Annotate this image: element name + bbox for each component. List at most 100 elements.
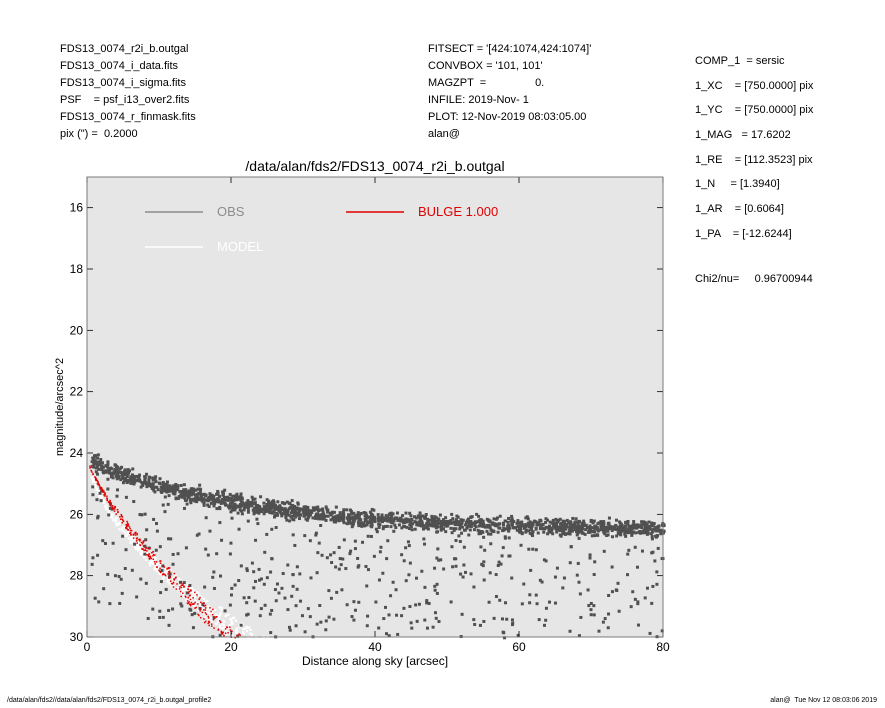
obs-point <box>433 523 437 527</box>
obs-point <box>233 497 237 501</box>
bulge-point <box>106 499 108 502</box>
obs-point <box>377 525 381 529</box>
obs-point <box>389 511 393 515</box>
obs-point <box>458 539 462 543</box>
model-point <box>149 560 152 563</box>
obs-point <box>606 525 610 529</box>
obs-point <box>602 526 606 530</box>
obs-point <box>629 605 633 609</box>
bulge-point <box>183 586 185 588</box>
obs-point <box>153 490 157 494</box>
model-point <box>129 541 132 544</box>
obs-point <box>571 516 575 520</box>
obs-point <box>176 488 180 492</box>
model-point <box>123 534 126 537</box>
obs-point <box>268 511 272 515</box>
bulge-point <box>120 518 122 520</box>
obs-point <box>401 514 405 518</box>
obs-point <box>161 487 165 491</box>
obs-point <box>480 562 484 566</box>
obs-point <box>280 586 284 590</box>
obs-point <box>160 569 164 573</box>
obs-point <box>450 531 454 535</box>
obs-point <box>150 487 154 491</box>
obs-point <box>158 609 162 613</box>
obs-point <box>174 496 178 500</box>
obs-point <box>120 591 124 595</box>
obs-point <box>133 474 137 478</box>
obs-point <box>449 526 453 530</box>
obs-point <box>281 512 285 516</box>
obs-point <box>103 469 107 473</box>
model-point <box>176 587 179 590</box>
obs-point <box>143 512 147 516</box>
obs-point <box>180 604 184 608</box>
obs-point <box>454 527 458 531</box>
obs-point <box>591 526 595 530</box>
obs-point <box>629 528 633 532</box>
model-point <box>151 561 154 564</box>
obs-point <box>101 539 105 543</box>
obs-point <box>220 497 224 501</box>
obs-point <box>92 460 96 464</box>
bulge-point <box>142 541 145 544</box>
obs-point <box>185 591 189 595</box>
obs-point <box>184 493 188 497</box>
model-point <box>133 538 136 542</box>
obs-point <box>451 521 455 525</box>
obs-point <box>90 562 94 566</box>
obs-point <box>392 519 396 523</box>
model-point <box>186 596 189 599</box>
obs-point <box>481 530 485 534</box>
obs-point <box>138 479 142 483</box>
obs-point <box>385 557 389 561</box>
obs-point <box>237 579 241 583</box>
bulge-point <box>117 511 119 513</box>
obs-point <box>246 499 250 503</box>
bulge-point <box>146 550 148 552</box>
obs-point <box>345 508 349 512</box>
obs-point <box>633 545 637 549</box>
obs-point <box>158 477 162 481</box>
obs-point <box>335 590 339 594</box>
obs-point <box>481 519 485 523</box>
bulge-point <box>182 584 184 587</box>
obs-point <box>577 536 581 540</box>
obs-point <box>247 505 251 509</box>
obs-point <box>479 518 483 522</box>
obs-point <box>610 565 614 569</box>
obs-point <box>368 510 372 514</box>
obs-point <box>206 553 210 557</box>
obs-point <box>395 613 399 617</box>
model-point <box>92 479 95 482</box>
obs-point <box>602 522 606 526</box>
bulge-point <box>111 505 114 507</box>
scatter-points <box>89 453 666 640</box>
obs-point <box>176 486 180 490</box>
obs-point <box>211 494 215 498</box>
model-point <box>193 593 196 596</box>
obs-point <box>507 516 511 520</box>
bulge-point <box>210 623 213 625</box>
obs-point <box>158 615 162 619</box>
obs-point <box>94 470 98 474</box>
obs-point <box>342 512 346 516</box>
obs-point <box>541 522 545 526</box>
obs-point <box>576 561 580 565</box>
obs-point <box>510 618 514 622</box>
obs-point <box>455 520 459 524</box>
obs-point <box>448 520 452 524</box>
model-point <box>100 497 103 500</box>
obs-point <box>489 532 493 536</box>
obs-point <box>300 614 304 618</box>
obs-point <box>334 505 338 509</box>
obs-point <box>350 512 354 516</box>
obs-point <box>262 505 266 509</box>
obs-point <box>157 481 161 485</box>
obs-point <box>472 528 476 532</box>
obs-point <box>386 539 390 543</box>
model-point <box>193 604 196 607</box>
obs-point <box>255 517 259 521</box>
model-point <box>183 595 186 598</box>
legend-label: OBS <box>217 204 245 219</box>
